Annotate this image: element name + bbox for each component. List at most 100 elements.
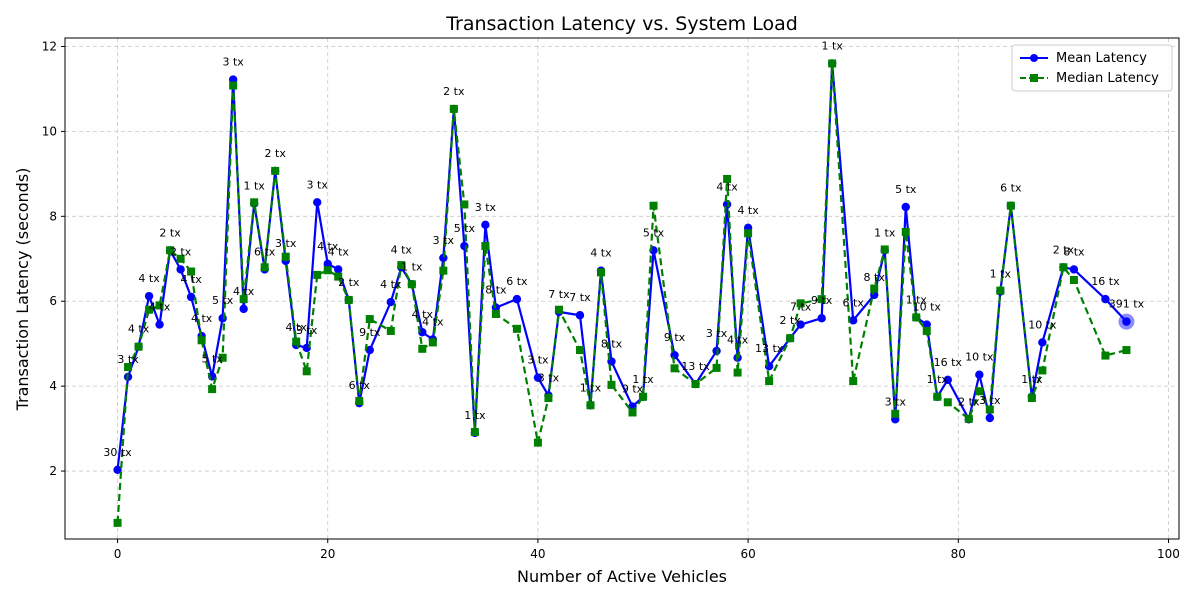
data-label: 8 tx <box>864 271 886 284</box>
data-label: 3 tx <box>433 234 455 247</box>
median-latency-point <box>901 228 910 237</box>
data-label: 4 tx <box>138 272 160 285</box>
data-label: 4 tx <box>590 247 612 260</box>
data-label: 2 tx <box>443 85 465 98</box>
mean-latency-point <box>239 304 248 314</box>
median-latency-point <box>1069 276 1078 285</box>
mean-latency-point <box>533 373 543 382</box>
mean-latency-point <box>922 320 931 329</box>
data-label: 4 tx <box>317 240 339 253</box>
data-label: 4 tx <box>180 273 202 286</box>
data-label: 2 tx <box>159 226 181 239</box>
data-label: 5 tx <box>895 183 917 196</box>
median-latency-point <box>586 401 595 410</box>
data-label: 8 tx <box>1063 245 1085 258</box>
median-latency-point <box>1006 201 1015 210</box>
data-label: 16 tx <box>1091 275 1120 288</box>
x-axis-label: Number of Active Vehicles <box>517 567 727 586</box>
x-tick-label: 40 <box>530 547 545 561</box>
x-tick-label: 80 <box>951 547 966 561</box>
median-latency-point <box>1059 263 1068 272</box>
data-label: 13 tx <box>681 360 710 373</box>
data-label: 4 tx <box>233 285 255 298</box>
data-label: 3 tx <box>222 56 244 69</box>
data-label: 6 tx <box>506 275 528 288</box>
data-label: 3 tx <box>706 327 728 340</box>
data-label: 391 tx <box>1109 298 1145 311</box>
median-latency-point <box>386 326 395 335</box>
median-latency-point <box>1122 346 1131 355</box>
mean-latency-point <box>155 320 164 329</box>
legend-mean-marker <box>1030 54 1038 62</box>
mean-latency-point <box>1038 338 1047 347</box>
mean-latency-point <box>386 297 395 307</box>
data-label: 4 tx <box>128 323 150 336</box>
data-label: 6 tx <box>1000 182 1022 195</box>
data-label: 9 tx <box>664 331 686 344</box>
data-label: 3 tx <box>307 178 329 191</box>
median-latency-point <box>197 336 206 345</box>
mean-latency-point <box>481 220 490 230</box>
data-label: 4 tx <box>328 245 350 258</box>
median-latency-point <box>1101 351 1110 360</box>
data-label: 1 tx <box>822 39 844 52</box>
median-latency-point <box>985 405 994 414</box>
median-latency-point <box>870 284 879 293</box>
median-latency-point <box>470 428 479 437</box>
data-label: 9 tx <box>359 326 381 339</box>
median-latency-point <box>891 409 900 418</box>
data-label: 2 tx <box>170 245 192 258</box>
median-latency-point <box>481 242 490 251</box>
data-label: 1 tx <box>906 293 928 306</box>
data-label: 2 tx <box>958 395 980 408</box>
median-latency-point <box>922 326 931 335</box>
median-latency-point <box>187 267 196 276</box>
median-latency-point <box>113 518 122 527</box>
data-label: 7 tx <box>790 301 812 314</box>
data-label: 3 tx <box>296 324 318 337</box>
median-latency-point <box>302 367 311 376</box>
median-latency-point <box>639 392 648 401</box>
x-tick-label: 100 <box>1157 547 1180 561</box>
median-latency-point <box>733 368 742 377</box>
median-latency-point <box>250 198 259 207</box>
legend-box <box>1011 44 1173 92</box>
median-latency-point <box>880 245 889 254</box>
data-label: 5 tx <box>212 294 234 307</box>
median-latency-point <box>439 266 448 275</box>
data-label: 4 tx <box>286 321 308 334</box>
median-latency-point <box>975 387 984 396</box>
median-latency-point <box>554 305 563 314</box>
data-label: 5 tx <box>201 352 223 365</box>
data-label: 13 tx <box>755 342 784 355</box>
data-label: 4 tx <box>380 278 402 291</box>
data-label: 6 tx <box>254 245 276 258</box>
data-label: 4 tx <box>191 312 213 325</box>
median-latency-point <box>428 338 437 347</box>
median-latency-point <box>649 201 658 210</box>
data-label: 4 tx <box>149 301 171 314</box>
median-latency-point <box>155 301 164 310</box>
median-latency-point <box>723 174 732 183</box>
median-latency-point <box>596 268 605 277</box>
median-latency-point <box>796 299 805 308</box>
data-label: 2 tx <box>265 147 287 160</box>
median-latency-point <box>260 263 269 272</box>
mean-latency-line <box>116 62 1128 470</box>
median-latency-point <box>281 252 290 261</box>
data-label: 3 tx <box>275 237 297 250</box>
median-latency-point <box>512 324 521 333</box>
y-tick-label: 10 <box>42 124 57 138</box>
median-latency-point <box>271 166 280 175</box>
median-latency-point <box>460 200 469 209</box>
data-label: 3 tx <box>527 354 549 367</box>
mean-latency-point <box>144 291 154 301</box>
median-latency-point <box>334 272 343 281</box>
mean-latency-point <box>334 265 343 274</box>
mean-latency-point <box>1069 265 1079 274</box>
data-label: 3 tx <box>979 394 1001 407</box>
median-latency-point <box>964 414 973 423</box>
data-label: 4 tx <box>391 243 413 256</box>
median-latency-point <box>166 246 175 255</box>
axis-ticks: 0 20 40 60 80 100 2 4 6 8 10 12 <box>42 39 1180 561</box>
